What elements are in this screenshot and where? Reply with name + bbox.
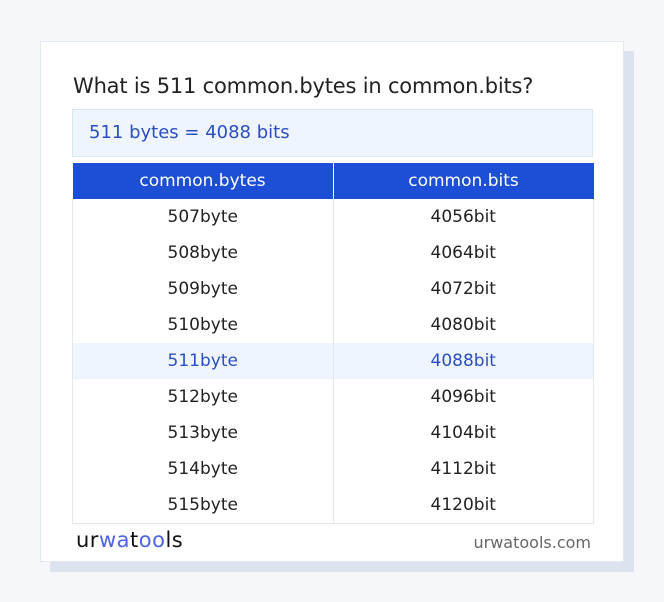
table-row: 508byte 4064bit: [72, 235, 594, 271]
table-cell: 4064bit: [332, 235, 594, 271]
table-cell: 514byte: [72, 451, 334, 487]
table-cell: 508byte: [72, 235, 334, 271]
table-row: 512byte 4096bit: [72, 379, 594, 415]
conversion-table: common.bytes common.bits 507byte 4056bit 5…: [72, 163, 594, 524]
table-header: common.bytes common.bits: [72, 163, 594, 199]
table-cell: 4072bit: [332, 271, 594, 307]
table-cell: 515byte: [72, 487, 334, 524]
table-row: 507byte 4056bit: [72, 199, 594, 235]
page-title: What is 511 common.bytes in common.bits?: [73, 74, 534, 98]
site-url: urwatools.com: [473, 533, 592, 552]
column-header: common.bytes: [72, 163, 333, 199]
table-row: 509byte 4072bit: [72, 271, 594, 307]
table-row: 514byte 4112bit: [72, 451, 594, 487]
column-header: common.bits: [332, 163, 594, 199]
table-row: 513byte 4104bit: [72, 415, 594, 451]
conversion-card: What is 511 common.bytes in common.bits?…: [40, 41, 624, 562]
table-cell: 4120bit: [332, 487, 594, 524]
table-row: 510byte 4080bit: [72, 307, 594, 343]
table-cell: 4104bit: [332, 415, 594, 451]
table-cell: 4056bit: [332, 199, 594, 235]
table-cell: 4080bit: [332, 307, 594, 343]
table-cell: 510byte: [72, 307, 334, 343]
urwatools-logo: urwatools: [76, 528, 184, 552]
table-cell: 507byte: [72, 199, 334, 235]
table-cell: 509byte: [72, 271, 334, 307]
table-cell: 513byte: [72, 415, 334, 451]
table-cell: 511byte: [72, 343, 334, 379]
conversion-result: 511 bytes = 4088 bits: [72, 109, 593, 157]
table-row: 515byte 4120bit: [72, 487, 594, 524]
table-cell: 4112bit: [332, 451, 594, 487]
table-cell: 4096bit: [332, 379, 594, 415]
table-cell: 4088bit: [332, 343, 594, 379]
table-cell: 512byte: [72, 379, 334, 415]
table-row: 511byte 4088bit: [72, 343, 594, 379]
